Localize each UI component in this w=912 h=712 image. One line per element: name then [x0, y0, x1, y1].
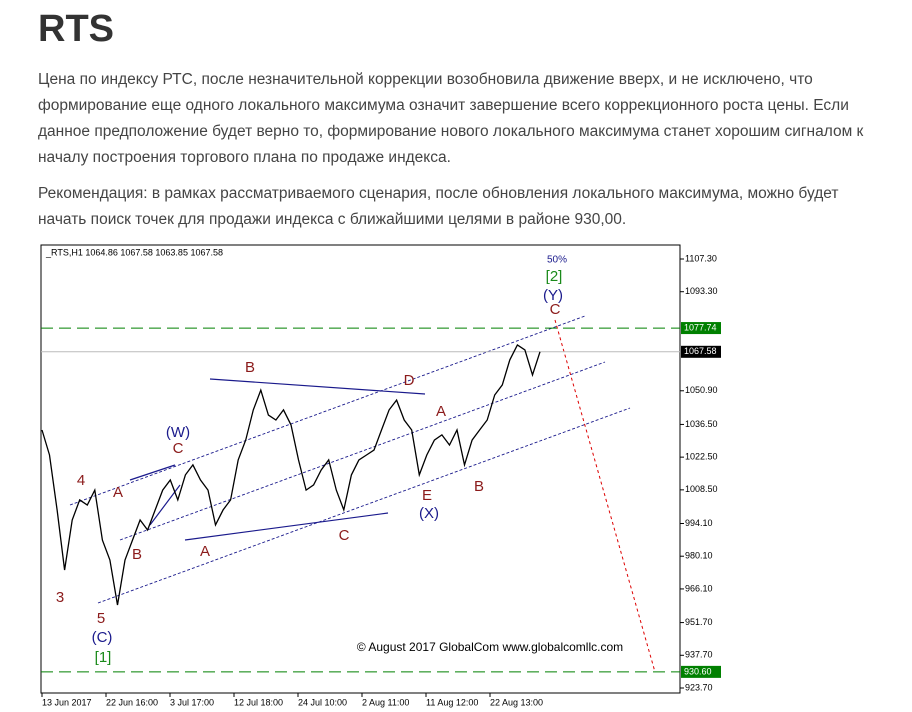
y-tick-label: 966.10: [685, 583, 713, 593]
wave-label: C: [550, 301, 561, 318]
wave-label: B: [132, 546, 142, 563]
x-tick-label: 22 Jun 16:00: [106, 697, 158, 707]
level-box: [681, 665, 721, 678]
wave-label: (C): [92, 629, 113, 646]
wave-label: C: [339, 527, 350, 544]
wave-label: A: [436, 403, 446, 420]
copyright: © August 2017 GlobalCom www.globalcomllc…: [357, 640, 623, 654]
y-tick-label: 1107.30: [685, 253, 717, 263]
chart: _RTS,H1 1064.86 1067.58 1063.85 1067.58 …: [40, 244, 721, 707]
y-tick-label: 1093.30: [685, 286, 718, 296]
level-label: 1077.74: [684, 322, 717, 332]
x-tick-label: 24 Jul 10:00: [298, 697, 347, 707]
y-tick-label: 923.70: [685, 682, 713, 692]
wave-label: (Y): [543, 287, 563, 304]
wave-label: [2]: [546, 268, 563, 285]
y-tick-label: 980.10: [685, 551, 713, 561]
y-tick-label: 1008.50: [685, 484, 718, 494]
y-tick-label: 1050.90: [685, 385, 718, 395]
level-box: [681, 322, 721, 335]
projection-line: [554, 319, 656, 673]
level-label: 930.60: [684, 666, 712, 676]
x-tick-label: 13 Jun 2017: [42, 697, 92, 707]
wave-label: (W): [166, 424, 190, 441]
level-label: 1067.58: [684, 346, 717, 356]
x-tick-label: 12 Jul 18:00: [234, 697, 283, 707]
wave-label: 5: [97, 610, 105, 627]
plot-frame: [40, 244, 681, 694]
level-box: [681, 345, 721, 358]
wave-label: [1]: [95, 649, 112, 666]
y-tick-label: 1036.50: [685, 419, 718, 429]
wave-label: D: [404, 372, 415, 389]
wave-label: B: [474, 478, 484, 495]
wave-label: B: [245, 359, 255, 376]
channel-line: [97, 407, 631, 604]
x-tick-label: 2 Aug 11:00: [362, 697, 409, 707]
trend-line: [184, 512, 389, 541]
title: RTS: [38, 8, 114, 50]
wave-label: C: [173, 440, 184, 457]
paragraph: Цена по индексу РТС, после незначительно…: [38, 71, 864, 166]
wave-label: A: [200, 543, 210, 560]
y-tick-label: 994.10: [685, 518, 713, 528]
wave-label: 4: [77, 472, 85, 489]
wave-label: E: [422, 487, 432, 504]
x-tick-label: 22 Aug 13:00: [490, 697, 543, 707]
channel-lines: [69, 315, 631, 604]
channel-line: [119, 361, 606, 541]
chart-label: _RTS,H1 1064.86 1067.58 1063.85 1067.58: [45, 247, 223, 257]
x-tick-label: 3 Jul 17:00: [170, 697, 214, 707]
wave-label: A: [113, 484, 123, 501]
y-tick-label: 937.70: [685, 650, 713, 660]
wave-label: 3: [56, 589, 64, 606]
trend-line: [129, 464, 176, 481]
x-tick-label: 11 Aug 12:00: [426, 697, 478, 707]
y-tick-label: 951.70: [685, 617, 713, 627]
wave-label: 50%: [547, 255, 567, 266]
price-line: [41, 344, 541, 606]
annotations: 4 3 5 (C) [1] A B C (W) A B C D E (X) A …: [41, 255, 680, 673]
wave-label: (X): [419, 505, 439, 522]
paragraph: Рекомендация: в рамках рассматриваемого …: [38, 185, 839, 228]
trend-line: [209, 378, 426, 395]
channel-line: [69, 315, 586, 506]
y-tick-label: 1022.50: [685, 452, 718, 462]
